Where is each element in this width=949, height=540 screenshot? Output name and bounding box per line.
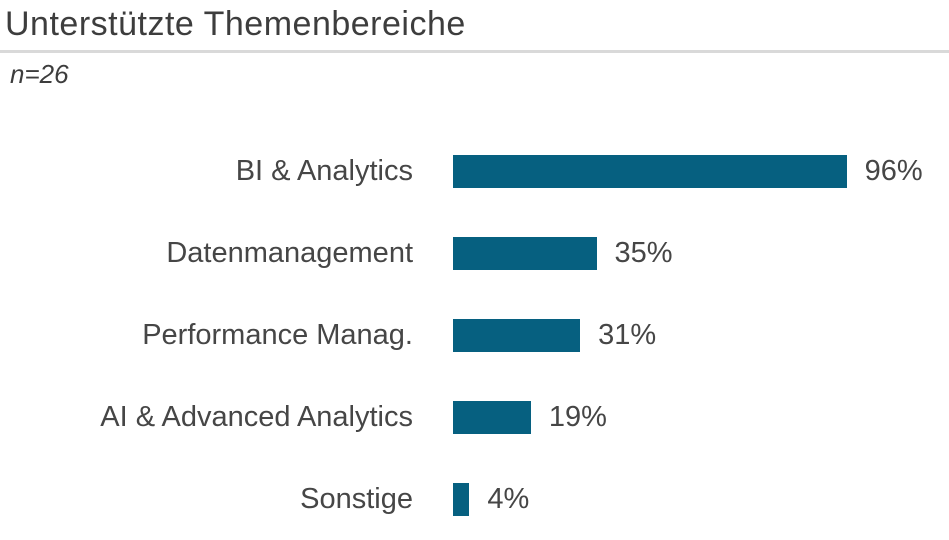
value-label: 4%	[487, 482, 530, 515]
category-label: Datenmanagement	[166, 236, 413, 269]
bar-chart: BI & Analytics 96% Datenmanagement 35% Perfo…	[0, 130, 949, 540]
category-label: Performance Manag.	[142, 318, 413, 351]
bar	[453, 236, 597, 270]
chart-row: BI & Analytics 96%	[0, 130, 949, 212]
chart-row: Datenmanagement 35%	[0, 212, 949, 294]
category-label: Sonstige	[300, 482, 413, 515]
chart-row: Performance Manag. 31%	[0, 294, 949, 376]
bar	[453, 482, 470, 516]
category-label: AI & Advanced Analytics	[100, 400, 413, 433]
category-label: BI & Analytics	[235, 154, 413, 187]
value-label: 35%	[614, 236, 673, 269]
bar	[453, 400, 531, 434]
bar	[453, 154, 847, 188]
value-label: 96%	[864, 154, 923, 187]
bar	[453, 318, 581, 352]
title-divider	[0, 50, 949, 53]
value-label: 31%	[598, 318, 657, 351]
chart-row: Sonstige 4%	[0, 458, 949, 540]
value-label: 19%	[548, 400, 607, 433]
sample-size-note: n=26	[10, 59, 69, 89]
page-title: Unterstützte Themenbereiche	[5, 5, 466, 43]
chart-row: AI & Advanced Analytics 19%	[0, 376, 949, 458]
